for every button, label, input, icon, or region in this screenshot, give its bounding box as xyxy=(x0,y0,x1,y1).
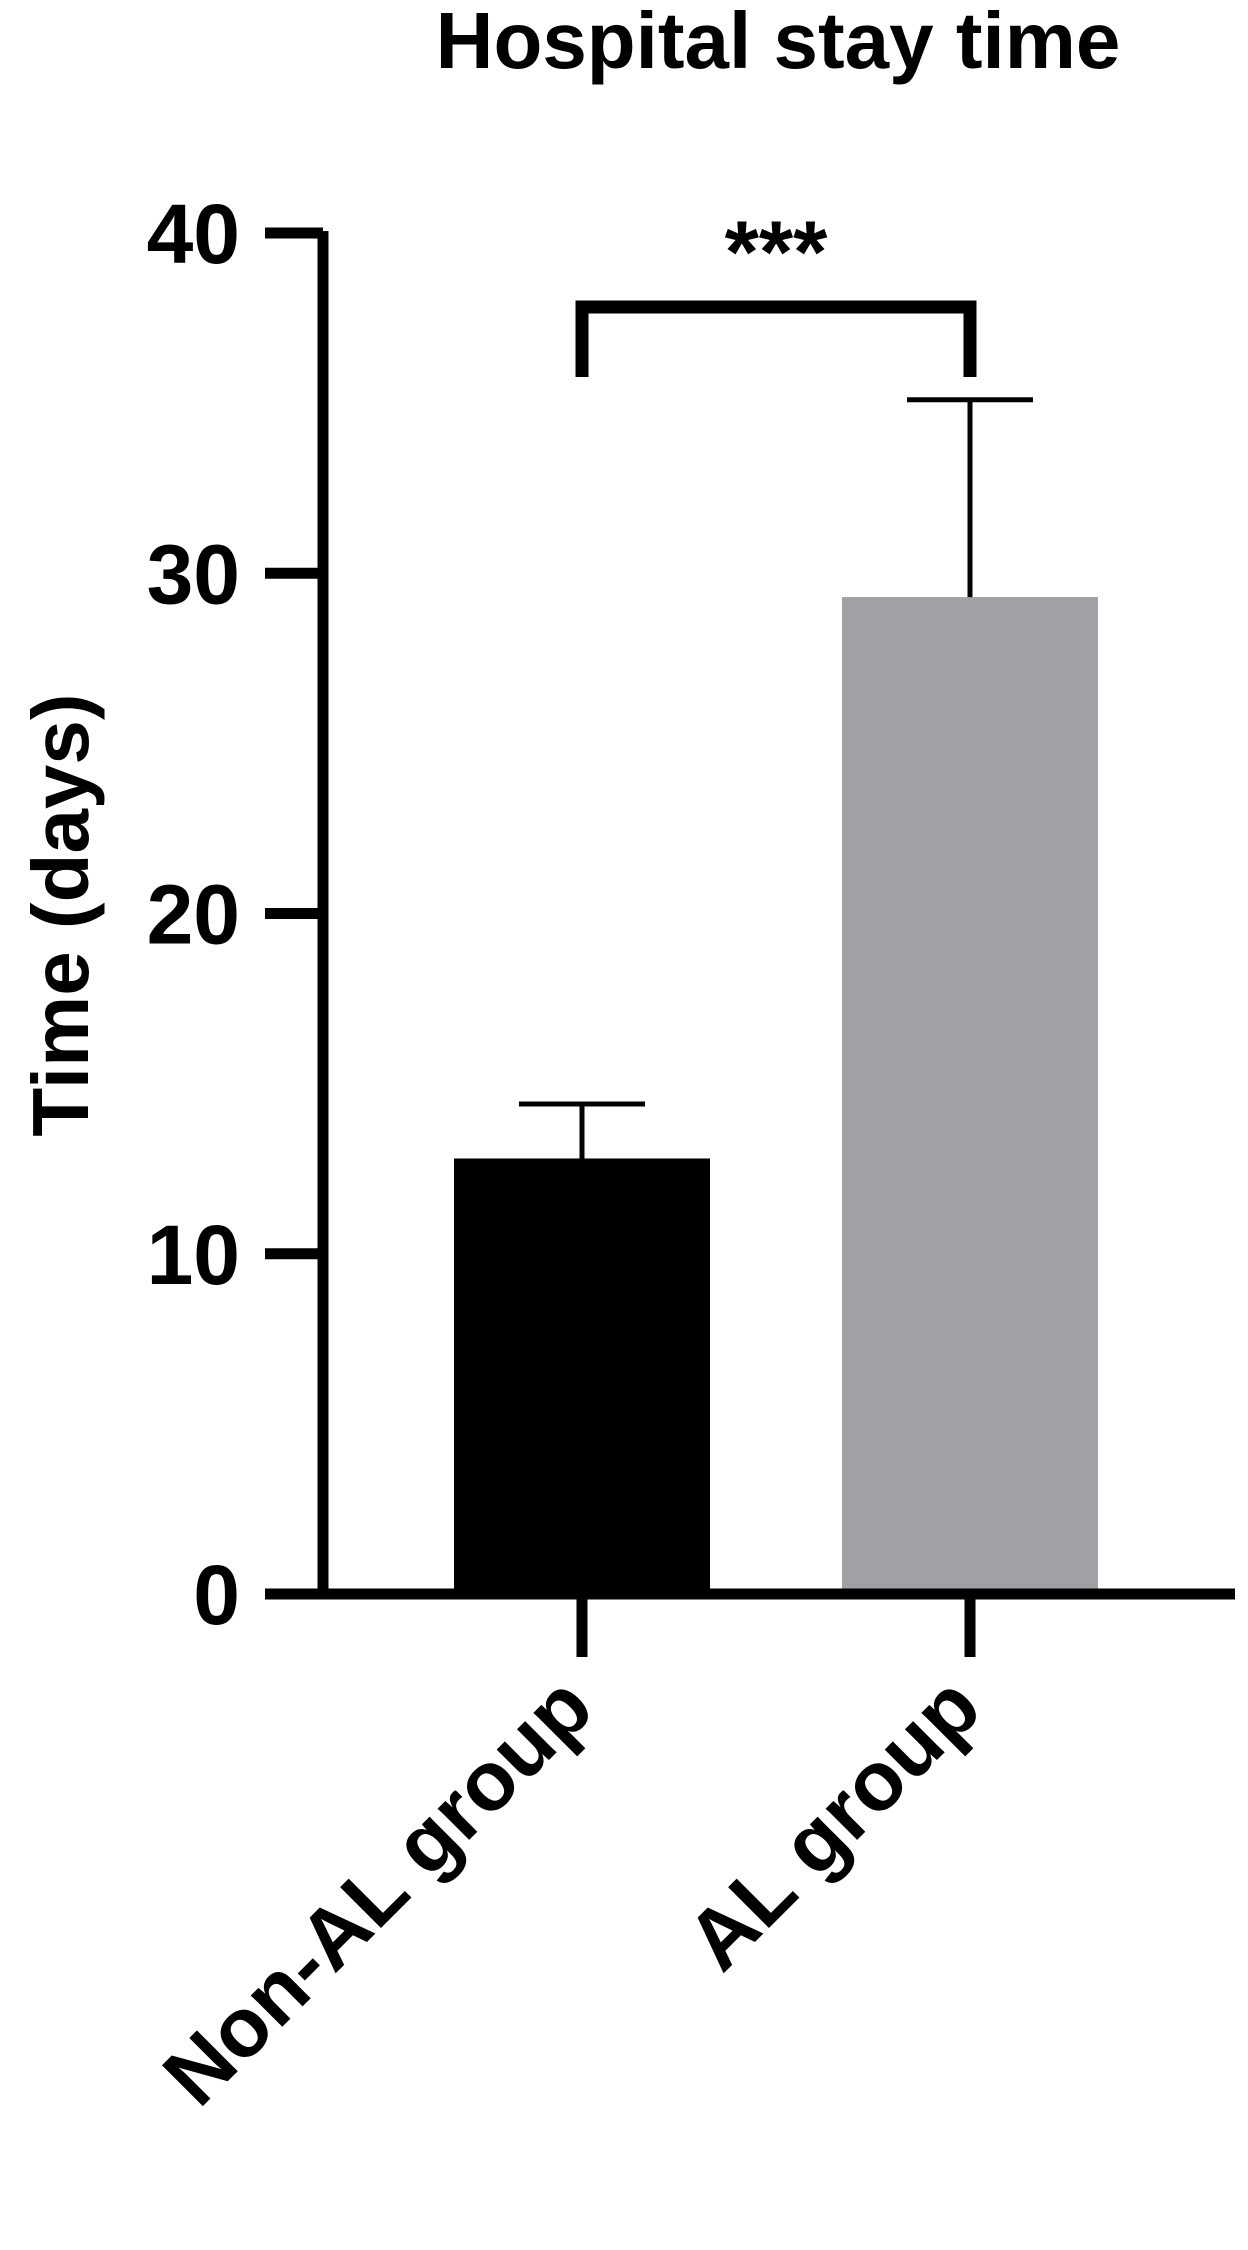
x-tick-label: AL group xyxy=(668,1658,997,1987)
x-tick-label: Non-AL group xyxy=(145,1658,610,2123)
significance-bracket xyxy=(575,300,977,377)
y-tick-label: 30 xyxy=(147,527,240,621)
y-tick-label: 20 xyxy=(147,868,240,962)
y-tick-label: 40 xyxy=(147,187,240,281)
y-axis-label: Time (days) xyxy=(16,693,105,1136)
bar-non-al-group xyxy=(454,1158,710,1594)
bar-al-group xyxy=(842,597,1098,1594)
significance-label: *** xyxy=(725,202,828,301)
y-tick-label: 0 xyxy=(193,1548,240,1642)
chart-title: Hospital stay time xyxy=(436,0,1121,85)
y-tick-label: 10 xyxy=(147,1208,240,1302)
